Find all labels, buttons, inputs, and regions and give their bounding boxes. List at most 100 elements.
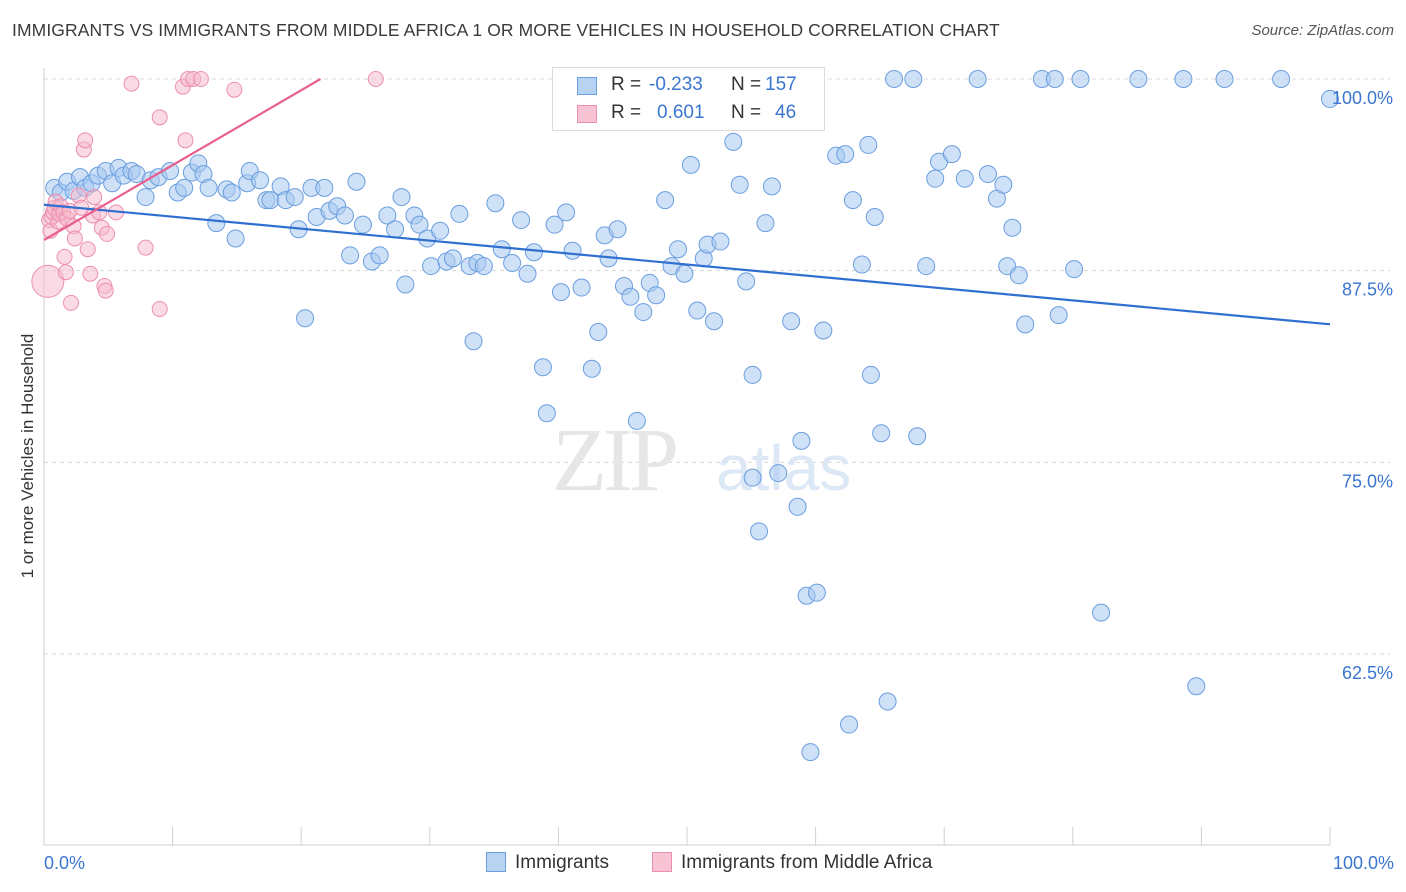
immigrants-point: [836, 145, 855, 164]
immigrants-point: [634, 303, 653, 322]
immigrants-point: [788, 497, 807, 516]
immigrants-point: [589, 323, 608, 341]
immigrants-point: [563, 241, 582, 260]
legend-n-label: N =: [731, 74, 762, 95]
middle-africa-point: [77, 132, 94, 149]
middle-africa-point: [66, 230, 83, 247]
middle-africa-point: [86, 189, 103, 206]
immigrants-point: [1187, 677, 1206, 696]
y-tick-label: 87.5%: [1342, 280, 1393, 300]
immigrants-point: [285, 188, 304, 207]
immigrants-point: [1065, 260, 1084, 279]
middle-africa-point: [97, 282, 114, 299]
immigrants-point: [533, 358, 552, 377]
bottom-legend-swatch-pink: [652, 852, 672, 872]
immigrants-point: [512, 211, 531, 230]
immigrants-point: [955, 169, 974, 188]
immigrants-point: [792, 431, 811, 450]
immigrants-point: [840, 715, 859, 734]
immigrants-point: [503, 254, 522, 272]
immigrants-point: [743, 365, 762, 384]
immigrants-point: [347, 172, 366, 191]
middle-africa-point: [99, 225, 116, 242]
immigrants-point: [1045, 70, 1064, 88]
immigrants-point: [675, 264, 694, 283]
immigrants-point: [572, 278, 591, 297]
immigrants-point: [1016, 315, 1035, 334]
immigrants-point: [688, 301, 707, 320]
middle-africa-point: [123, 75, 140, 92]
bottom-legend-middle-africa: Immigrants from Middle Africa: [652, 852, 932, 874]
immigrants-point: [769, 464, 788, 483]
legend-swatch-pink: [577, 105, 597, 123]
axes: [43, 68, 1331, 846]
immigrants-point: [681, 155, 700, 174]
legend-r-value: 0.601: [657, 102, 705, 123]
immigrants-point: [782, 312, 801, 331]
immigrants-point: [1215, 70, 1234, 88]
immigrants-point: [207, 214, 226, 233]
source-label: Source: ZipAtlas.com: [1251, 22, 1394, 39]
immigrants-point: [464, 332, 483, 351]
x-tick-label-max: 100.0%: [1332, 853, 1394, 873]
bottom-legend-swatch-blue: [486, 852, 506, 872]
immigrants-point: [814, 321, 833, 340]
immigrants-point: [551, 283, 570, 302]
legend-r-value: -0.233: [649, 74, 703, 95]
immigrants-point: [859, 135, 878, 154]
immigrants-point: [807, 583, 826, 602]
legend-row-middle-africa: R = 0.601 N = 46: [553, 100, 824, 128]
immigrants-point: [1092, 603, 1111, 622]
immigrants-point: [378, 206, 397, 225]
immigrants-point: [1129, 70, 1148, 88]
middle-africa-point: [226, 81, 243, 98]
immigrants-point: [486, 194, 505, 213]
bottom-legend-label-immigrants: Immigrants: [515, 852, 609, 873]
immigrants-point: [386, 220, 405, 239]
immigrants-point: [537, 404, 556, 423]
immigrants-point: [917, 257, 936, 276]
immigrants-point: [431, 221, 450, 240]
immigrants-point: [557, 203, 576, 222]
immigrants-point: [175, 178, 194, 197]
legend-n-value: 157: [765, 74, 797, 95]
immigrants-points: [45, 70, 1339, 762]
immigrants-point: [627, 411, 646, 430]
middle-africa-point: [367, 71, 384, 87]
immigrants-point: [621, 287, 640, 306]
immigrants-point: [668, 240, 687, 259]
legend-n-value: 46: [775, 102, 797, 123]
immigrants-point: [474, 257, 493, 276]
immigrants-point: [341, 246, 360, 265]
immigrants-point: [861, 365, 880, 384]
middle-africa-trend-line: [43, 78, 322, 241]
immigrants-point: [335, 206, 354, 225]
y-axis-title: 1 or more Vehicles in Household: [18, 333, 37, 579]
bottom-legend-label-middle-africa: Immigrants from Middle Africa: [681, 852, 933, 873]
immigrants-point: [724, 132, 743, 151]
immigrants-point: [908, 427, 927, 446]
immigrants-point: [410, 215, 429, 234]
immigrants-point: [582, 359, 601, 378]
middle-africa-point: [63, 294, 80, 311]
immigrants-point: [296, 309, 315, 328]
legend-row-immigrants: R = -0.233 N = 157: [553, 72, 824, 100]
stats-legend: R = -0.233 N = 157 R = 0.601 N = 46: [552, 67, 825, 131]
middle-africa-point: [177, 132, 194, 149]
middle-africa-point: [79, 241, 96, 258]
immigrants-point: [422, 257, 441, 276]
immigrants-point: [1174, 70, 1193, 88]
middle-africa-point: [192, 71, 209, 87]
immigrants-point: [656, 191, 675, 210]
immigrants-point: [226, 229, 245, 248]
immigrants-point: [1071, 70, 1090, 88]
immigrants-point: [872, 424, 891, 443]
immigrants-point: [865, 208, 884, 226]
y-tick-label: 62.5%: [1342, 663, 1393, 683]
immigrants-point: [852, 255, 871, 274]
bottom-legend-immigrants: Immigrants: [486, 852, 609, 874]
immigrants-point: [1272, 70, 1291, 88]
immigrants-point: [711, 232, 730, 251]
y-tick-label: 75.0%: [1342, 471, 1393, 491]
